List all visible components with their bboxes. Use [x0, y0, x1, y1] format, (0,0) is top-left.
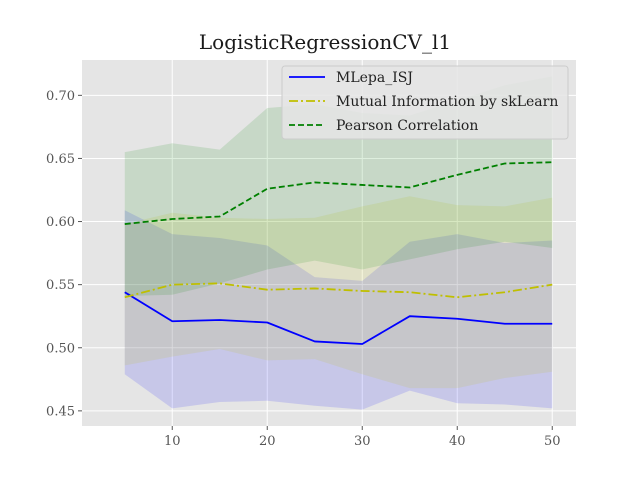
- y-tick-label: 0.55: [46, 278, 75, 293]
- y-tick-label: 0.70: [46, 89, 75, 104]
- legend: MLepa_ISJ Mutual Information by skLearn …: [281, 65, 569, 140]
- axis-ticks: 10 20 30 40 50 0.45 0.50 0.55 0.60 0.65 0.70: [46, 89, 560, 449]
- x-tick-label: 50: [544, 434, 561, 449]
- line-mutual-information-by-sklearn: [124, 282, 553, 299]
- legend-label-mlepa-isj: MLepa_ISJ: [336, 70, 413, 86]
- y-tick-label: 0.60: [46, 215, 75, 230]
- y-tick-label: 0.50: [46, 341, 75, 356]
- x-tick-label: 30: [354, 434, 371, 449]
- y-tick-label: 0.45: [46, 404, 75, 419]
- legend-label-mutual-information: Mutual Information by skLearn: [336, 94, 558, 110]
- line-mlepa-isj: [124, 291, 553, 345]
- band-mutual-information-by-sklearn: [124, 196, 553, 389]
- legend-label-pearson-correlation: Pearson Correlation: [336, 118, 478, 134]
- legend-box: [281, 65, 569, 140]
- chart-title: LogisticRegressionCV_l1: [199, 30, 451, 54]
- x-tick-label: 40: [449, 434, 466, 449]
- x-tick-label: 20: [259, 434, 276, 449]
- y-tick-label: 0.65: [46, 152, 75, 167]
- x-tick-label: 10: [164, 434, 181, 449]
- band-mlepa-isj: [124, 210, 553, 410]
- series-lines: [124, 161, 553, 345]
